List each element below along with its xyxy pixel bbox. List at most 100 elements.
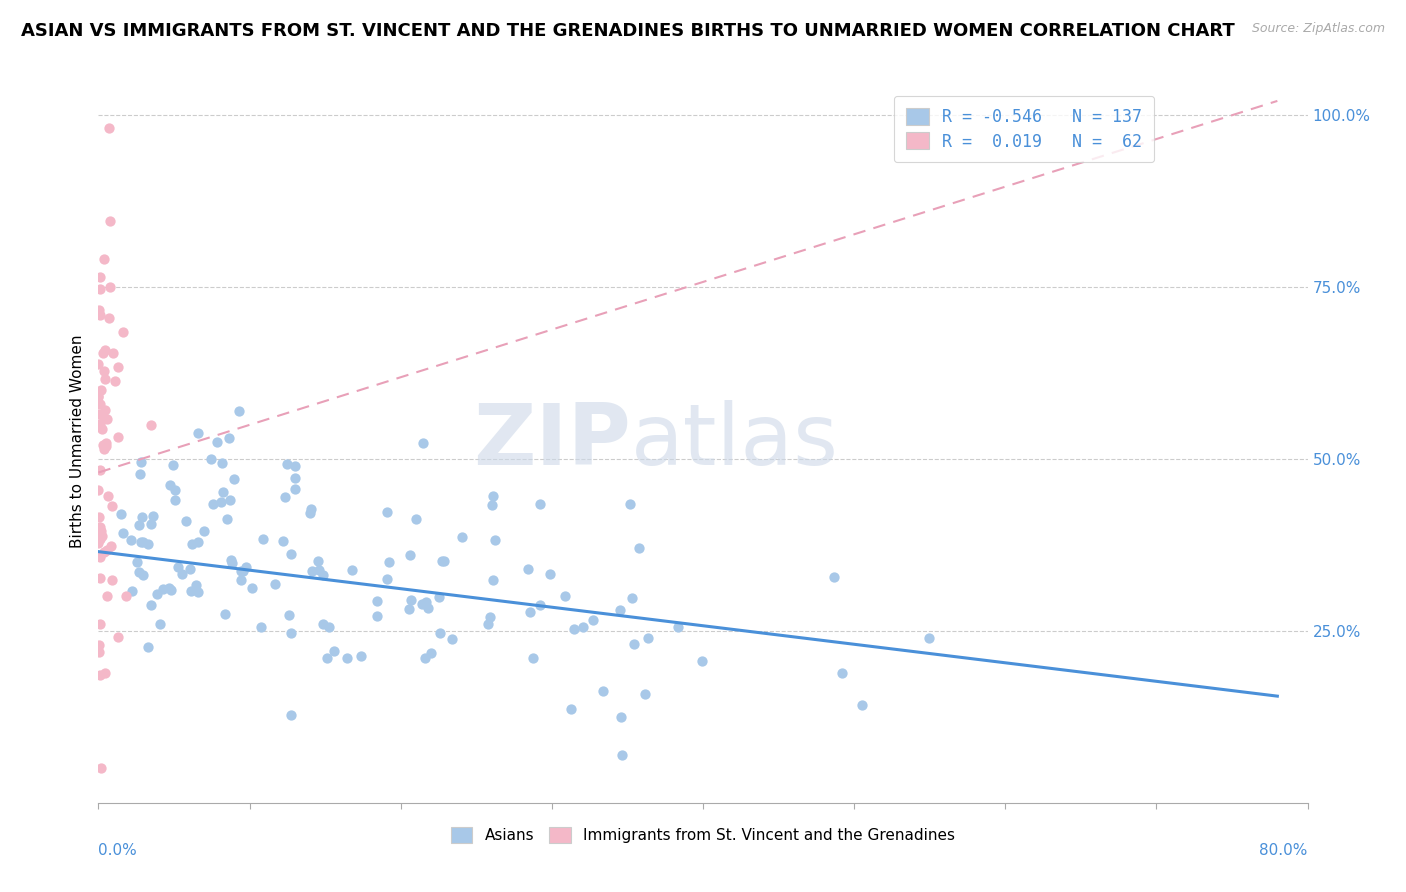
Point (430, 554, 453, 568)
Point (221, 556, 243, 570)
Point (412, 436, 434, 450)
Y-axis label: Births to Unmarried Women: Births to Unmarried Women (69, 334, 84, 549)
Point (107, 630, 129, 644)
Point (136, 640, 159, 654)
Point (284, 482, 307, 496)
Point (482, 489, 505, 503)
Point (89, 308, 111, 322)
Point (96, 439, 118, 453)
Point (96, 412, 118, 426)
Point (89, 397, 111, 411)
Point (89, 417, 111, 431)
Point (214, 607, 236, 621)
Text: ZIP: ZIP (472, 400, 630, 483)
Point (209, 495, 232, 509)
Point (399, 593, 422, 607)
Point (202, 497, 225, 511)
Point (87, 536, 110, 550)
Point (200, 451, 222, 466)
Point (129, 455, 152, 469)
Point (139, 598, 162, 612)
Point (419, 646, 441, 660)
Point (129, 467, 152, 481)
Point (115, 589, 138, 603)
Point (184, 578, 207, 592)
Point (93, 545, 115, 559)
Point (87, 509, 110, 524)
Point (217, 512, 239, 526)
Point (415, 651, 437, 665)
Point (284, 459, 307, 474)
Point (91, 438, 114, 452)
Point (87, 407, 110, 421)
Point (666, 620, 689, 634)
Point (280, 547, 302, 561)
Point (451, 530, 474, 544)
Point (831, 665, 853, 680)
Point (479, 610, 502, 624)
Point (627, 541, 650, 556)
Point (120, 533, 142, 548)
Text: 80.0%: 80.0% (1260, 843, 1308, 857)
Point (229, 564, 252, 578)
Point (94, 665, 117, 680)
Point (127, 555, 149, 569)
Point (252, 532, 274, 546)
Point (207, 434, 229, 449)
Point (433, 554, 456, 568)
Point (152, 582, 174, 596)
Point (139, 517, 162, 532)
Point (484, 533, 506, 547)
Point (411, 597, 433, 611)
Point (619, 497, 641, 511)
Point (97, 310, 120, 325)
Point (142, 509, 165, 524)
Point (560, 702, 582, 716)
Point (405, 512, 427, 526)
Point (107, 359, 129, 374)
Point (163, 483, 186, 497)
Point (429, 626, 451, 640)
Point (93, 345, 115, 359)
Point (621, 591, 644, 605)
Point (93, 364, 115, 378)
Point (690, 654, 713, 668)
Point (218, 492, 240, 507)
Point (111, 325, 134, 339)
Point (96, 543, 118, 558)
Point (100, 540, 122, 554)
Point (87, 390, 110, 404)
Point (398, 601, 420, 615)
Text: Source: ZipAtlas.com: Source: ZipAtlas.com (1251, 22, 1385, 36)
Point (128, 565, 150, 579)
Point (273, 491, 295, 505)
Point (89, 302, 111, 317)
Point (187, 425, 209, 440)
Point (336, 650, 359, 665)
Point (375, 572, 398, 586)
Point (94, 402, 117, 417)
Point (264, 577, 287, 591)
Point (103, 375, 125, 389)
Point (132, 568, 155, 582)
Point (280, 626, 302, 640)
Point (89, 667, 111, 681)
Point (482, 573, 505, 587)
Point (97, 489, 120, 503)
Point (89, 269, 111, 284)
Point (235, 560, 257, 574)
Point (610, 747, 633, 762)
Point (519, 605, 541, 619)
Point (100, 574, 122, 588)
Point (98, 121, 121, 136)
Legend: Asians, Immigrants from St. Vincent and the Grenadines: Asians, Immigrants from St. Vincent and … (444, 822, 962, 849)
Point (90, 761, 112, 775)
Point (129, 535, 152, 549)
Point (427, 590, 450, 604)
Point (90, 422, 112, 436)
Point (87, 638, 110, 652)
Point (308, 563, 330, 577)
Point (366, 609, 388, 624)
Point (316, 651, 339, 665)
Point (128, 518, 150, 533)
